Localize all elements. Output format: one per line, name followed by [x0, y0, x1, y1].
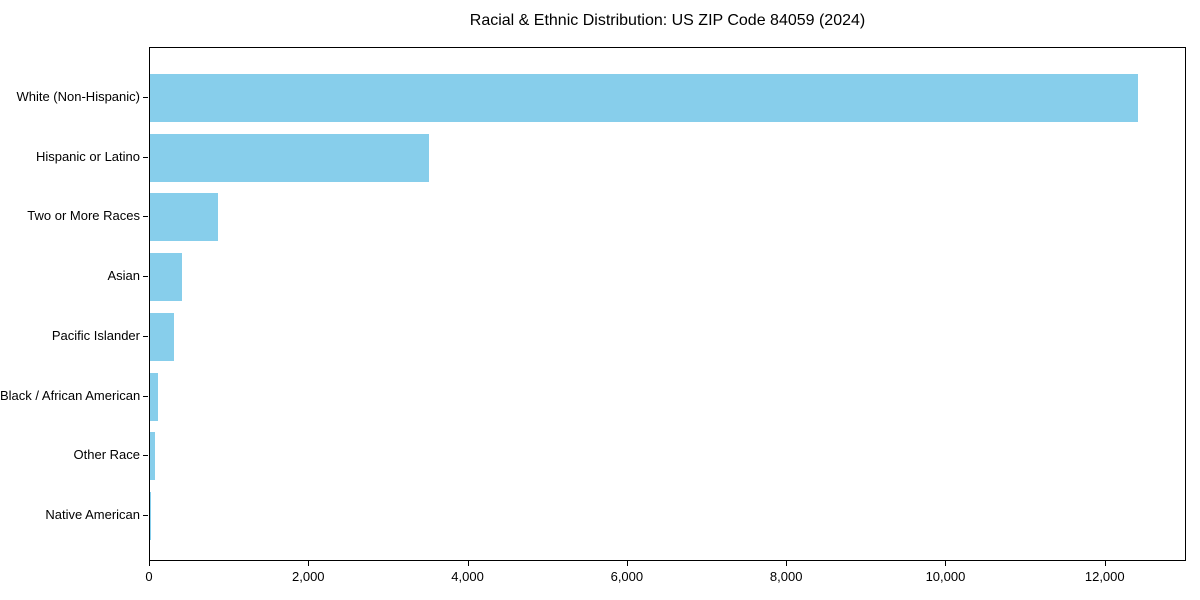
x-tick: [945, 561, 947, 566]
y-tick: [143, 216, 148, 218]
y-category-label: Asian: [107, 268, 140, 284]
y-category-label: Two or More Races: [27, 208, 140, 224]
y-tick: [143, 276, 148, 278]
y-category-label: Hispanic or Latino: [35, 148, 140, 164]
x-tick-label: 4,000: [451, 569, 484, 584]
y-tick: [143, 395, 148, 397]
bar-native-american: [150, 491, 152, 540]
x-tick-label: 2,000: [292, 569, 325, 584]
y-tick: [143, 156, 148, 158]
y-tick: [143, 514, 148, 516]
bar-other-race: [150, 432, 155, 481]
bar-white-non-hispanic: [150, 74, 1138, 122]
x-tick-label: 0: [145, 569, 153, 584]
y-tick: [143, 455, 148, 457]
bar-pacific-islander: [150, 312, 174, 361]
y-category-label: Other Race: [73, 447, 140, 463]
y-tick: [143, 335, 148, 337]
x-tick: [467, 561, 469, 566]
y-category-label: Pacific Islander: [51, 327, 140, 343]
x-tick: [308, 561, 310, 566]
x-tick-label: 12,000: [1084, 569, 1125, 584]
bar-hispanic-or-latino: [150, 133, 429, 182]
x-tick-label: 10,000: [925, 569, 966, 584]
x-tick: [786, 561, 788, 566]
bar-black-african-american: [150, 372, 158, 421]
chart-title: Racial & Ethnic Distribution: US ZIP Cod…: [469, 12, 866, 29]
y-category-label: Native American: [45, 506, 140, 522]
y-category-label: Black / African American: [0, 387, 141, 403]
x-tick-label: 8,000: [769, 569, 803, 584]
plot-area: [149, 47, 1186, 561]
x-tick: [626, 561, 628, 566]
x-tick: [1104, 561, 1106, 566]
x-tick-label: 6,000: [610, 569, 644, 584]
bar-asian: [150, 253, 182, 302]
x-tick: [149, 561, 150, 566]
y-tick: [143, 97, 148, 98]
bar-two-or-more-races: [150, 193, 218, 242]
y-category-label: White (Non-Hispanic): [16, 89, 140, 104]
